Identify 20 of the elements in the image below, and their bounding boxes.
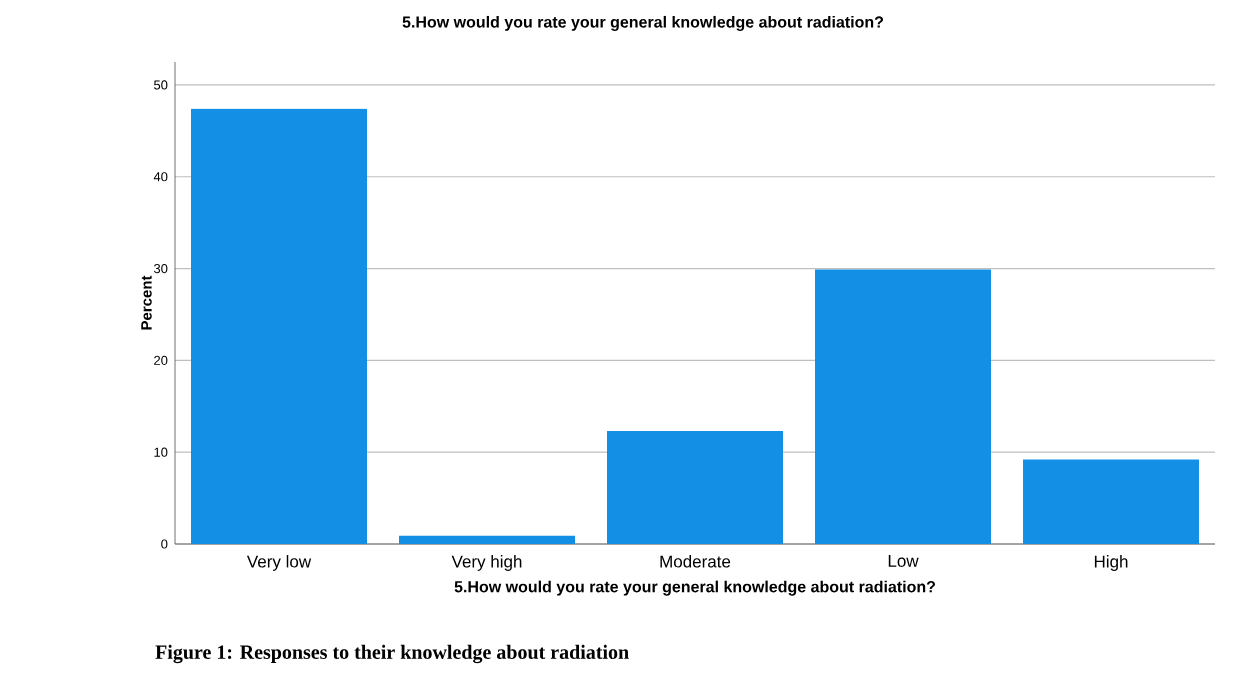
y-axis-title: Percent: [141, 275, 152, 330]
x-tick-label: Moderate: [660, 555, 731, 568]
y-tick-label: 30: [153, 263, 168, 274]
x-tick-label: Very low: [246, 555, 312, 571]
bar: [607, 431, 784, 544]
bar: [191, 108, 368, 544]
text: Figure 1: Responses to their knowledge about radiation: [155, 644, 629, 664]
bar: [1023, 459, 1200, 544]
y-tick-label: 50: [154, 80, 168, 90]
bar: [399, 535, 576, 544]
x-tick-label: High: [1094, 555, 1128, 571]
y-tick-label: 40: [153, 172, 168, 182]
y-tick-label: 20: [154, 355, 168, 365]
x-axis-title: 5.How would you rate your general knowledge about radiation?: [454, 580, 936, 596]
x-tick-label: Low: [888, 555, 919, 567]
bar: [815, 269, 992, 544]
x-tick-label: Very high: [451, 555, 522, 571]
y-tick-label: 0: [161, 539, 168, 549]
chart-title: 5.How would you rate your general knowledge about radiation?: [402, 15, 884, 31]
y-tick-label: 10: [154, 447, 168, 457]
